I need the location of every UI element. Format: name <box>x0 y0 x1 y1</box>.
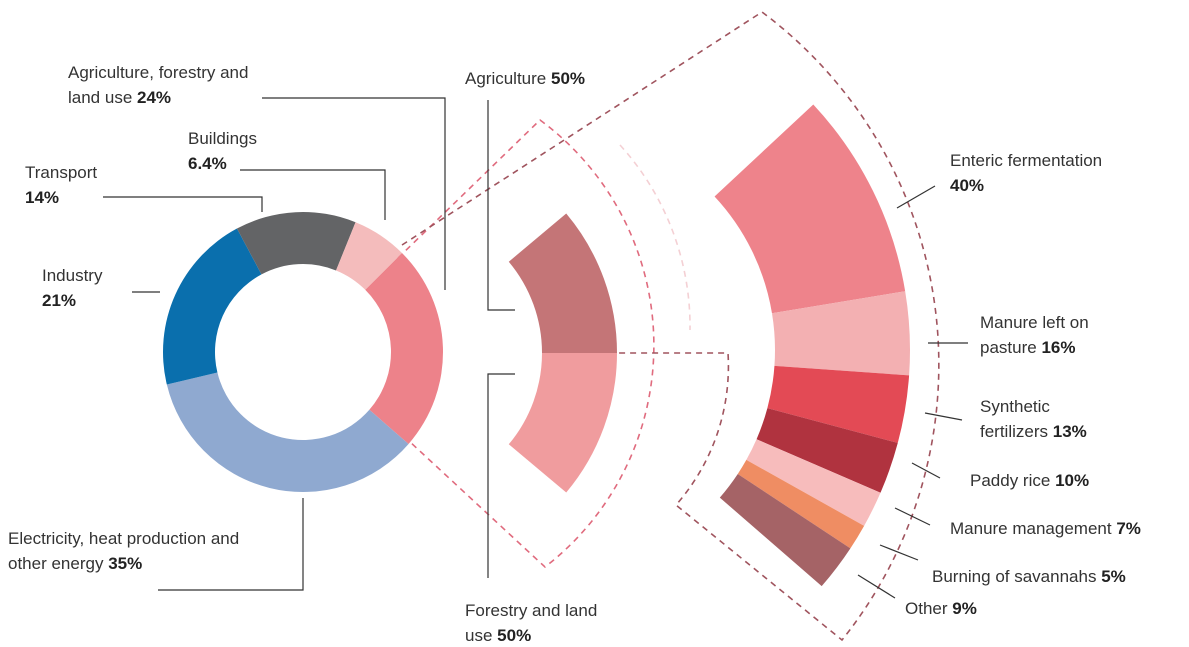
segment-label: Synthetic fertilizers 13% <box>980 394 1120 444</box>
category-label: Other <box>905 599 948 618</box>
value-label: 7% <box>1116 519 1141 538</box>
segment-label: Industry 21% <box>42 263 122 313</box>
leader-line <box>896 185 936 209</box>
value-label: 14% <box>25 188 60 207</box>
segment <box>771 291 910 376</box>
category-label: Enteric fermentation <box>950 151 1103 170</box>
segment-label: Enteric fermentation 40% <box>950 148 1110 198</box>
leader-line <box>487 100 515 311</box>
segment <box>166 372 409 493</box>
segment <box>163 228 262 385</box>
category-label: Paddy rice <box>970 471 1051 490</box>
segment-label: Transport 14% <box>25 160 110 210</box>
category-label: Manure left on pasture <box>980 313 1089 357</box>
value-label: 6.4% <box>188 154 227 173</box>
value-label: 16% <box>1041 338 1076 357</box>
zoom-outline <box>397 118 655 569</box>
category-label: Buildings <box>188 129 257 148</box>
segment <box>508 213 617 353</box>
segment <box>746 439 881 526</box>
segment-label: Agriculture, forestry and land use 24% <box>68 60 258 110</box>
value-label: 24% <box>137 88 172 107</box>
leader-line <box>879 544 919 561</box>
segment <box>767 365 910 443</box>
value-label: 40% <box>950 176 985 195</box>
leader-line <box>857 574 896 599</box>
leader-lines <box>103 97 968 599</box>
segment-label: Burning of savannahs 5% <box>932 564 1182 589</box>
segment <box>719 473 851 587</box>
category-label: Burning of savannahs <box>932 567 1097 586</box>
segment <box>756 408 898 493</box>
leader-line <box>487 373 515 578</box>
dashed-outlines <box>397 11 940 642</box>
segment-label: Forestry and land use 50% <box>465 598 605 647</box>
value-label: 50% <box>497 626 532 645</box>
leader-line <box>158 498 304 591</box>
zoom-outline <box>619 144 691 331</box>
category-label: Industry <box>42 266 103 285</box>
leader-line <box>240 169 386 220</box>
segment <box>236 211 356 275</box>
segment-label: Buildings 6.4% <box>188 126 258 176</box>
value-label: 13% <box>1052 422 1087 441</box>
category-label: Agriculture <box>465 69 547 88</box>
segment-label: Agriculture 50% <box>465 66 665 91</box>
category-label: Agriculture, forestry and land use <box>68 63 249 107</box>
leader-line <box>262 97 446 290</box>
segment <box>508 353 617 493</box>
leader-line <box>924 412 963 421</box>
value-label: 5% <box>1101 567 1126 586</box>
leader-line <box>911 462 941 479</box>
category-label: Forestry and land use <box>465 601 598 645</box>
segment <box>365 253 444 444</box>
category-label: Manure management <box>950 519 1112 538</box>
value-label: 35% <box>108 554 143 573</box>
leader-line <box>894 507 931 526</box>
category-label: Synthetic fertilizers <box>980 397 1050 441</box>
segment-label: Manure management 7% <box>950 516 1189 541</box>
segment-label: Manure left on pasture 16% <box>980 310 1120 360</box>
value-label: 50% <box>551 69 586 88</box>
segment-label: Paddy rice 10% <box>970 468 1170 493</box>
segment <box>737 459 865 549</box>
segment-label: Other 9% <box>905 596 1005 621</box>
value-label: 10% <box>1055 471 1090 490</box>
zoom-outline <box>401 11 940 642</box>
category-label: Electricity, heat production and other e… <box>8 529 240 573</box>
segment <box>336 222 402 290</box>
value-label: 21% <box>42 291 77 310</box>
category-label: Transport <box>25 163 98 182</box>
segment-label: Electricity, heat production and other e… <box>8 526 268 576</box>
value-label: 9% <box>952 599 977 618</box>
segment <box>714 104 906 314</box>
leader-line <box>103 196 263 212</box>
